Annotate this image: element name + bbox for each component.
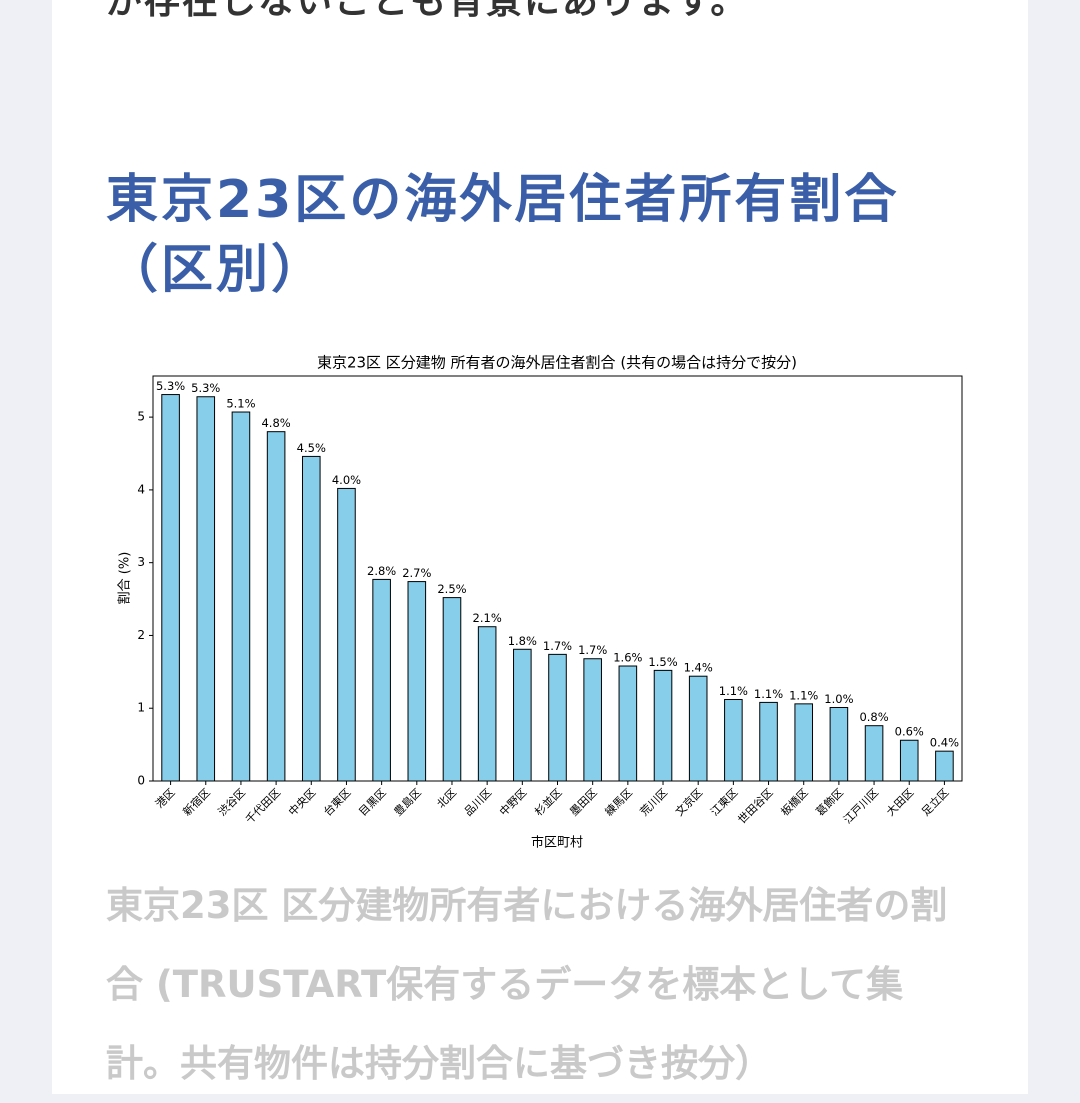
section-heading: 東京23区の海外居住者所有割合（区別） <box>106 170 900 300</box>
bar <box>513 648 532 782</box>
x-tick-label: 墨田区 <box>567 786 600 819</box>
x-tick-label: 世田谷区 <box>735 786 775 826</box>
x-tick-label: 江東区 <box>708 786 741 819</box>
value-label: 1.7% <box>578 643 607 657</box>
value-label: 2.5% <box>437 582 466 596</box>
bar <box>688 675 708 782</box>
value-label: 4.0% <box>332 473 361 487</box>
value-label: 5.3% <box>156 379 185 393</box>
y-tick-label: 1 <box>137 701 145 715</box>
x-tick-label: 練馬区 <box>602 785 635 818</box>
bar <box>653 669 673 782</box>
x-tick-label: 北区 <box>434 786 459 811</box>
chart-title: 東京23区 区分建物 所有者の海外居住者割合 (共有の場合は持分で按分) <box>317 354 797 372</box>
bar <box>864 725 884 782</box>
x-axis-label: 市区町村 <box>531 836 583 851</box>
x-tick-label: 文京区 <box>672 785 705 818</box>
bar <box>829 706 849 782</box>
x-tick-label: 中野区 <box>497 786 530 819</box>
x-tick-label: 渋谷区 <box>216 786 249 819</box>
value-label: 2.8% <box>367 564 396 578</box>
value-label: 0.6% <box>895 725 924 739</box>
value-label: 1.8% <box>508 634 537 648</box>
text-fragment: が存在しないことも背景にあります。 <box>106 0 749 22</box>
value-label: 1.1% <box>789 688 818 702</box>
x-tick-label: 足立区 <box>918 785 951 818</box>
y-tick-label: 4 <box>137 482 145 496</box>
x-tick-label: 千代田区 <box>243 786 283 826</box>
bar <box>442 597 462 782</box>
value-label: 0.4% <box>930 736 959 750</box>
value-label: 0.8% <box>859 710 888 724</box>
x-tick-label: 江戸川区 <box>841 786 881 826</box>
bar <box>337 487 356 782</box>
value-label: 1.1% <box>719 684 748 698</box>
value-label: 1.4% <box>684 661 713 675</box>
x-tick-label: 豊島区 <box>391 785 424 818</box>
x-tick-label: 台東区 <box>320 785 353 818</box>
bar <box>583 658 602 782</box>
x-tick-label: 品川区 <box>462 786 495 819</box>
plot-frame <box>152 375 963 782</box>
bar <box>161 394 180 782</box>
bar <box>794 703 814 782</box>
value-label: 5.3% <box>191 381 220 395</box>
x-tick-label: 杉並区 <box>532 785 565 818</box>
value-label: 1.5% <box>648 655 677 669</box>
bar <box>196 396 216 782</box>
y-axis-label: 割合 (%) <box>118 552 133 605</box>
x-tick-label: 板橋区 <box>778 785 811 818</box>
bar <box>548 653 567 782</box>
bar <box>759 701 778 782</box>
value-label: 4.5% <box>297 441 326 455</box>
bar <box>935 750 954 782</box>
y-tick-label: 2 <box>137 628 145 642</box>
bar <box>372 578 391 782</box>
value-label: 1.1% <box>754 687 783 701</box>
bar <box>231 411 251 782</box>
y-tick-label: 5 <box>137 410 145 424</box>
figure-caption: 東京23区 区分建物所有者における海外居住者の割合 (TRUSTART保有するデ… <box>106 884 948 1085</box>
x-tick-label: 中央区 <box>286 786 319 819</box>
x-tick-label: 目黒区 <box>356 786 389 819</box>
value-label: 4.8% <box>261 416 290 430</box>
y-tick-label: 3 <box>137 555 145 569</box>
value-label: 2.1% <box>473 611 502 625</box>
bar <box>301 455 321 782</box>
value-label: 5.1% <box>226 397 255 411</box>
value-label: 1.0% <box>824 692 853 706</box>
bar <box>899 739 919 782</box>
bar <box>724 698 743 782</box>
x-tick-label: 港区 <box>153 786 178 811</box>
y-tick-label: 0 <box>137 774 145 788</box>
bar <box>618 665 638 782</box>
bar <box>407 581 427 782</box>
bar <box>266 431 286 782</box>
value-label: 2.7% <box>402 566 431 580</box>
bar <box>477 626 497 782</box>
x-tick-label: 大田区 <box>883 785 916 818</box>
x-tick-label: 葛飾区 <box>814 786 847 819</box>
value-label: 1.7% <box>543 639 572 653</box>
value-label: 1.6% <box>613 651 642 665</box>
x-tick-label: 新宿区 <box>180 785 213 818</box>
x-tick-label: 荒川区 <box>638 786 671 819</box>
